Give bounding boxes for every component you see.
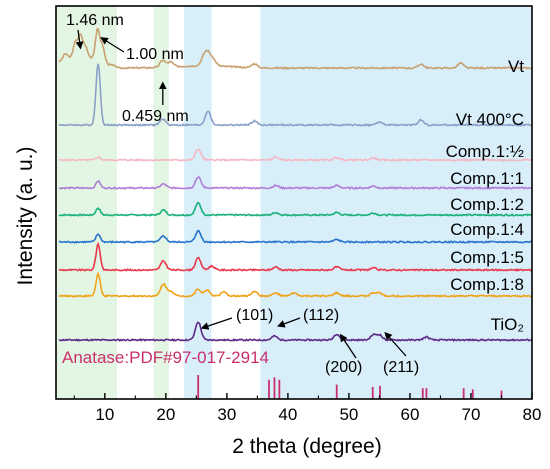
reference-lines xyxy=(197,375,503,399)
x-tick-label-3: 40 xyxy=(278,405,297,424)
curve-0 xyxy=(58,27,533,70)
x-axis-label: 2 theta (degree) xyxy=(232,435,381,458)
series-label-1: Vt 400°C xyxy=(456,110,524,129)
band-0 xyxy=(56,6,118,399)
series-label-0: Vt xyxy=(508,57,524,76)
annotation-2: 0.459 nm xyxy=(122,108,189,125)
band-3 xyxy=(260,6,532,399)
annotation-0: 1.46 nm xyxy=(66,12,124,29)
x-tick-label-4: 50 xyxy=(339,405,358,424)
curve-7 xyxy=(58,271,532,298)
series-label-8: TiO₂ xyxy=(491,315,524,334)
highlight-bands xyxy=(56,6,532,399)
annotation-3: (101) xyxy=(236,307,273,324)
y-axis-label: Intensity (a. u.) xyxy=(14,147,37,286)
annotation-arrow-1 xyxy=(100,37,125,53)
reference-label: Anatase:PDF#97-017-2914 xyxy=(62,348,269,367)
series-label-2: Comp.1:½ xyxy=(446,142,524,161)
x-tick-label-6: 70 xyxy=(462,405,481,424)
annotation-arrows xyxy=(75,29,407,359)
chart-texts: Intensity (a. u.) 2 theta (degree) Anata… xyxy=(14,12,541,458)
series-label-4: Comp.1:2 xyxy=(450,195,524,214)
annotation-arrow-6 xyxy=(384,331,407,357)
annotation-5: (200) xyxy=(325,359,362,376)
annotation-arrow-4 xyxy=(277,317,301,328)
series-label-5: Comp.1:4 xyxy=(450,220,524,239)
xrd-curves xyxy=(58,27,533,343)
annotation-arrow-3 xyxy=(200,317,233,330)
curve-4 xyxy=(58,201,533,217)
annotation-6: (211) xyxy=(383,359,419,376)
x-tick-label-2: 30 xyxy=(217,405,236,424)
curve-8 xyxy=(58,321,532,343)
curve-5 xyxy=(58,229,533,244)
band-1 xyxy=(153,6,169,399)
annotation-arrow-5 xyxy=(339,333,357,359)
x-tick-label-1: 20 xyxy=(156,405,175,424)
annotation-4: (112) xyxy=(303,307,339,324)
series-label-6: Comp.1:5 xyxy=(450,248,524,267)
x-tick-label-0: 10 xyxy=(95,405,114,424)
plot-frame xyxy=(55,5,533,400)
curve-2 xyxy=(58,148,533,163)
annotation-arrow-0 xyxy=(75,29,84,50)
x-tick-label-7: 80 xyxy=(523,405,542,424)
curve-6 xyxy=(58,241,532,272)
curve-1 xyxy=(58,63,533,128)
curve-3 xyxy=(58,175,532,190)
series-label-3: Comp.1:1 xyxy=(450,169,524,188)
series-label-7: Comp.1:8 xyxy=(450,275,524,294)
x-tick-label-5: 60 xyxy=(400,405,419,424)
annotation-1: 1.00 nm xyxy=(126,46,184,63)
plot-border xyxy=(55,5,533,400)
